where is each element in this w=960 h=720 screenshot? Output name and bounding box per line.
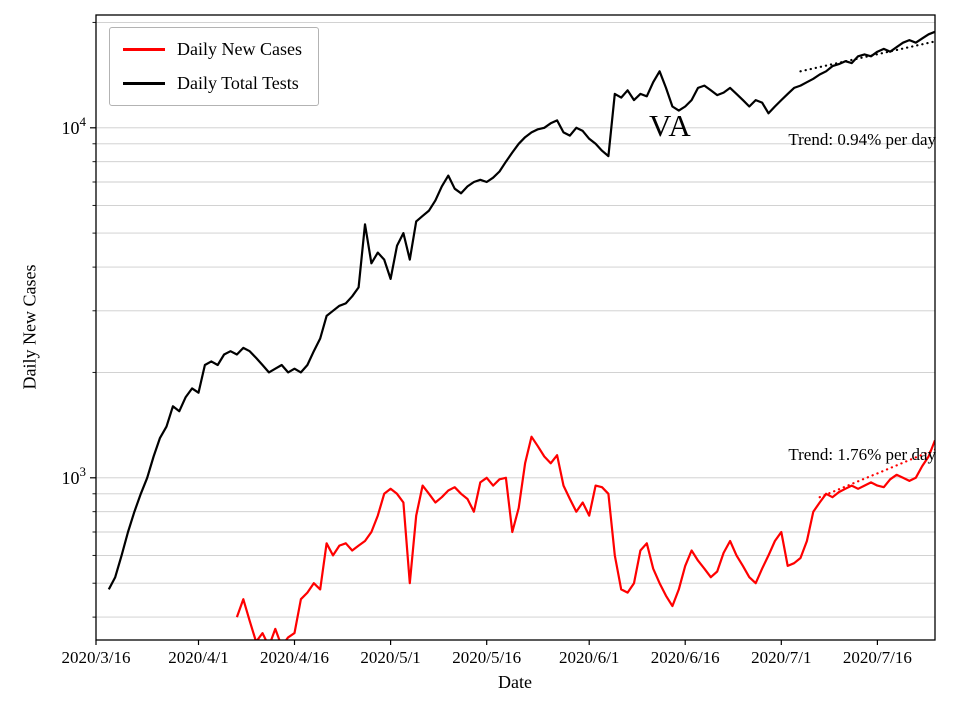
trendline-tests-trend bbox=[799, 40, 935, 73]
trend-label-cases: Trend: 1.76% per day bbox=[788, 445, 936, 464]
x-tick-label: 2020/7/16 bbox=[843, 648, 912, 667]
legend-item-daily-new-cases: Daily New Cases bbox=[123, 39, 302, 60]
state-annotation: VA bbox=[649, 108, 692, 143]
series-daily-total-tests bbox=[107, 30, 935, 590]
legend-item-daily-total-tests: Daily Total Tests bbox=[123, 73, 302, 94]
x-tick-label: 2020/7/1 bbox=[751, 648, 811, 667]
x-tick-label: 2020/3/16 bbox=[62, 648, 131, 667]
axes-frame bbox=[95, 14, 936, 641]
trendline-cases-trend bbox=[818, 448, 935, 499]
x-tick-label: 2020/4/1 bbox=[168, 648, 228, 667]
legend-label-daily-new-cases: Daily New Cases bbox=[177, 39, 302, 59]
series-daily-new-cases bbox=[235, 435, 935, 640]
legend-line-sample-red bbox=[123, 48, 165, 51]
legend-line-sample-black bbox=[123, 82, 165, 85]
legend-label-daily-total-tests: Daily Total Tests bbox=[177, 73, 299, 93]
x-tick-label: 2020/6/16 bbox=[651, 648, 720, 667]
y-tick-label: 104 bbox=[62, 114, 87, 138]
y-axis-label: Daily New Cases bbox=[19, 264, 40, 390]
x-tick-label: 2020/5/16 bbox=[452, 648, 521, 667]
y-tick-label: 103 bbox=[62, 464, 87, 488]
x-tick-label: 2020/5/1 bbox=[360, 648, 420, 667]
x-tick-label: 2020/6/1 bbox=[559, 648, 619, 667]
x-tick-label: 2020/4/16 bbox=[260, 648, 329, 667]
legend: Daily New Cases Daily Total Tests bbox=[109, 27, 319, 106]
x-axis-label: Date bbox=[498, 672, 532, 692]
trend-label-tests: Trend: 0.94% per day bbox=[788, 130, 936, 149]
